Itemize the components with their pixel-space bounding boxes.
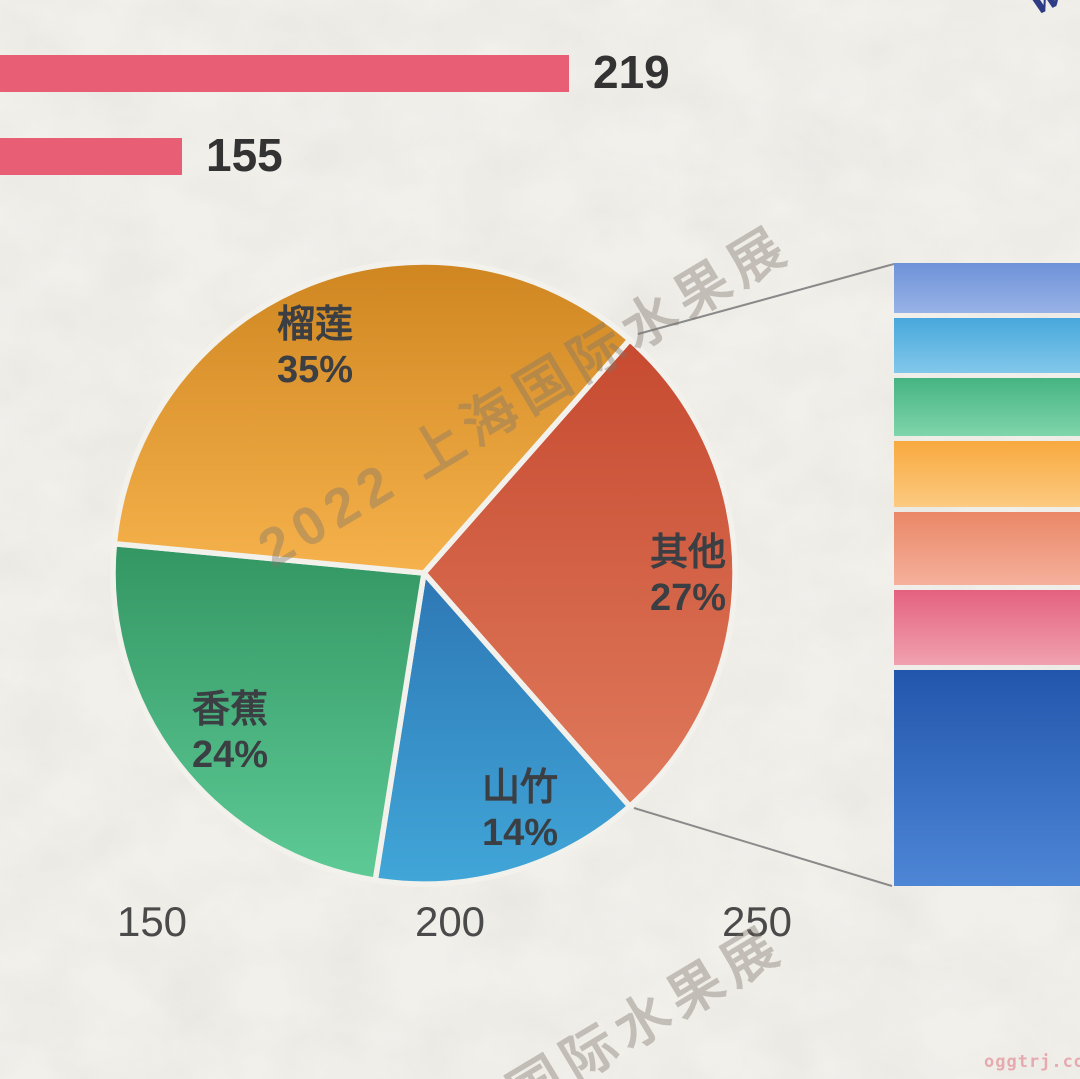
slice-name: 榴莲 xyxy=(277,304,354,346)
bar-value-label: 219 xyxy=(593,46,670,98)
callout-line xyxy=(637,263,895,335)
x-axis-tick: 200 xyxy=(414,898,486,945)
callout-line xyxy=(633,807,893,887)
breakdown-segment-1 xyxy=(894,263,1080,313)
bar-value-label: 155 xyxy=(206,129,283,181)
breakdown-stacked-bar xyxy=(894,263,1080,886)
x-axis-tick: 250 xyxy=(721,898,793,945)
slice-name: 山竹 xyxy=(482,767,559,809)
value-bar xyxy=(0,55,569,92)
breakdown-segment-3 xyxy=(894,378,1080,436)
breakdown-segment-2 xyxy=(894,318,1080,373)
breakdown-segment-6 xyxy=(894,590,1080,665)
slice-percent: 35% xyxy=(277,348,354,391)
pie-slice-1 xyxy=(421,336,738,810)
pie-slice-label: 香蕉 24% xyxy=(192,688,268,778)
slice-name: 其他 xyxy=(650,532,727,574)
pie-slice-label: 山竹 14% xyxy=(482,766,558,856)
value-bar xyxy=(0,138,182,175)
pie-slice-label: 其他 27% xyxy=(650,531,726,621)
breakdown-segment-7 xyxy=(894,670,1080,886)
pie-slice-4 xyxy=(111,259,633,576)
slice-percent: 14% xyxy=(482,811,559,854)
site-watermark: oggtrj.com xyxy=(984,1052,1080,1072)
pie-slice-2 xyxy=(372,570,633,887)
pie-slice-label: 榴莲 35% xyxy=(277,303,353,393)
slice-percent: 24% xyxy=(192,733,269,776)
pie-slice-3 xyxy=(110,540,427,883)
slice-name: 香蕉 xyxy=(192,689,269,731)
slice-percent: 27% xyxy=(650,576,727,619)
breakdown-segment-5 xyxy=(894,512,1080,585)
breakdown-segment-4 xyxy=(894,441,1080,507)
x-axis-tick: 150 xyxy=(116,898,188,945)
